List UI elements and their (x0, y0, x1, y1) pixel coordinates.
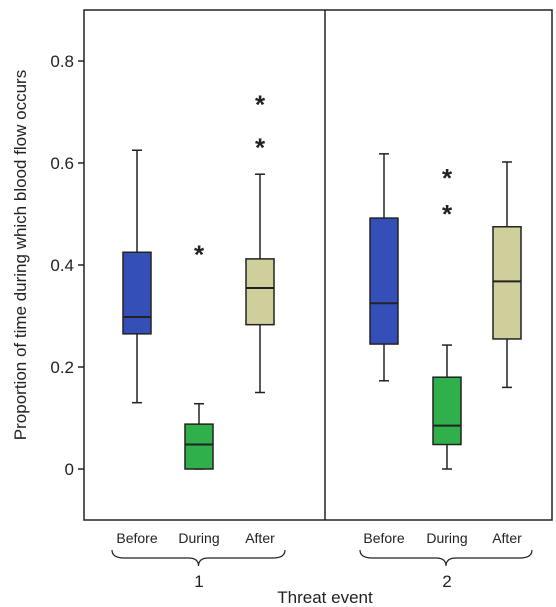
group-brace-1 (111, 549, 286, 567)
group-label: 1 (194, 572, 203, 591)
y-tick-label: 0.4 (50, 256, 74, 275)
category-label: After (245, 530, 275, 546)
y-tick-label: 0.2 (50, 358, 74, 377)
iqr-box (245, 258, 275, 326)
outlier-marker: * (255, 89, 266, 119)
iqr-box (184, 423, 214, 470)
outlier-marker: * (442, 199, 453, 229)
y-tick-label: 0 (65, 460, 74, 479)
box-2-during: ** (432, 163, 462, 470)
group-brace-2 (359, 549, 533, 567)
box-2-after (492, 161, 522, 389)
group-label: 2 (442, 572, 451, 591)
iqr-box (122, 251, 152, 335)
plot-frame (83, 9, 553, 521)
category-label: During (178, 530, 219, 546)
box-2-before (369, 153, 399, 382)
category-label: Before (116, 530, 157, 546)
iqr-box (369, 217, 399, 345)
y-tick-label: 0.8 (50, 52, 74, 71)
category-label: Before (363, 530, 404, 546)
x-axis-title: Threat event (277, 588, 373, 607)
box-1-before (122, 149, 152, 404)
outlier-marker: * (442, 163, 453, 193)
outlier-marker: * (255, 133, 266, 163)
y-axis-title: Proportion of time during which blood fl… (11, 70, 30, 440)
outlier-marker: * (194, 240, 205, 270)
category-label: During (426, 530, 467, 546)
category-label: After (492, 530, 522, 546)
iqr-box (492, 226, 522, 340)
box-1-during: * (184, 240, 214, 470)
y-tick-label: 0.6 (50, 154, 74, 173)
box-1-after: ** (245, 89, 275, 394)
iqr-box (432, 376, 462, 446)
